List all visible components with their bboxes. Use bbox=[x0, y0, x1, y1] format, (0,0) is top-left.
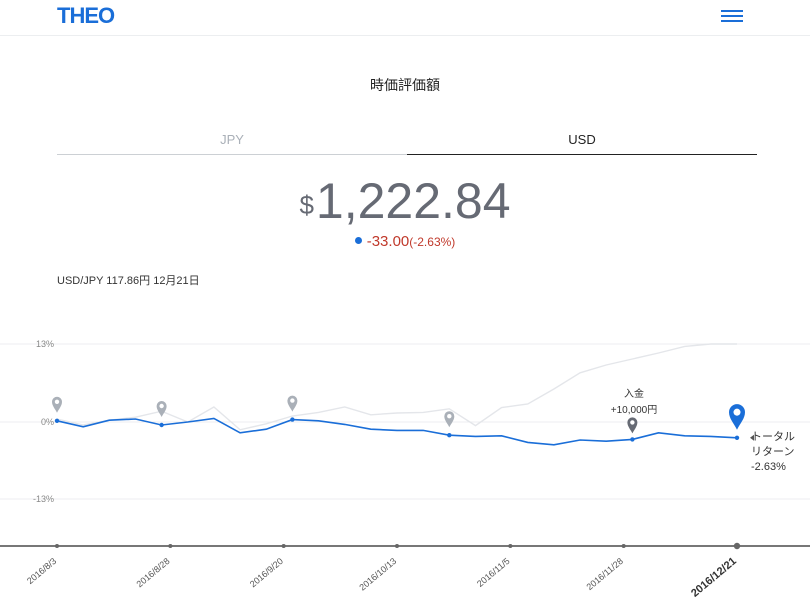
x-tick-label: 2016/10/13 bbox=[357, 556, 398, 593]
currency-symbol: $ bbox=[299, 190, 314, 220]
event-point bbox=[159, 422, 164, 428]
tab-usd[interactable]: USD bbox=[407, 128, 757, 155]
exchange-rate: USD/JPY 117.86円 12月21日 bbox=[57, 275, 200, 287]
deposit-label: 入金 bbox=[624, 387, 644, 400]
market-value-amount: 1,222.84 bbox=[315, 173, 511, 229]
series-layer bbox=[56, 343, 738, 446]
x-tick-dot bbox=[621, 544, 626, 548]
total-return-value: -2.63% bbox=[751, 461, 786, 473]
theo-logo[interactable]: THEO bbox=[57, 3, 115, 28]
deposit-point bbox=[630, 437, 635, 442]
x-tick-label: 2016/8/28 bbox=[135, 556, 172, 589]
x-tick-dot bbox=[395, 544, 399, 548]
value-change: -33.00(-2.63%) bbox=[0, 233, 810, 250]
x-tick-dot bbox=[55, 544, 59, 548]
deposit-amount: +10,000円 bbox=[611, 405, 657, 416]
hamburger-menu-icon[interactable] bbox=[721, 9, 743, 23]
x-tick-dot bbox=[281, 544, 286, 548]
change-percent: (-2.63%) bbox=[409, 235, 456, 249]
event-point bbox=[290, 417, 295, 422]
performance-chart: 13% 0% -13% 入金 +10,000円 トータル リターン -2.63%… bbox=[0, 339, 810, 600]
currency-tabs: JPY USD bbox=[57, 128, 757, 155]
x-tick-label: 2016/12/21 bbox=[689, 555, 739, 600]
pointer-triangle-icon bbox=[750, 434, 754, 441]
x-tick-dot bbox=[733, 542, 741, 550]
x-tick-label: 2016/11/28 bbox=[585, 556, 625, 592]
y-tick-label: 0% bbox=[41, 417, 54, 427]
event-point bbox=[54, 418, 60, 423]
event-pin-icon[interactable] bbox=[444, 411, 455, 428]
event-pin-icon[interactable] bbox=[287, 395, 298, 412]
marker-layer bbox=[52, 395, 754, 442]
x-tick-dot bbox=[508, 544, 513, 548]
tab-jpy[interactable]: JPY bbox=[57, 128, 407, 155]
event-pin-icon[interactable] bbox=[156, 401, 167, 417]
portfolio-series-line bbox=[56, 417, 738, 446]
benchmark-series-line bbox=[56, 343, 737, 431]
deposit-pin-icon[interactable] bbox=[627, 417, 638, 434]
x-tick-label: 2016/8/3 bbox=[25, 556, 58, 586]
event-pin-icon[interactable] bbox=[52, 396, 62, 413]
event-point bbox=[447, 433, 452, 438]
x-tick-label: 2016/11/5 bbox=[475, 556, 512, 589]
x-tick-dot bbox=[168, 544, 173, 548]
current-pin-icon[interactable] bbox=[729, 404, 745, 430]
current-point bbox=[734, 435, 740, 440]
x-tick-label: 2016/9/20 bbox=[248, 556, 285, 589]
total-return-label-1: トータル bbox=[751, 430, 795, 443]
change-dot-icon bbox=[354, 237, 362, 244]
x-tick-layer: 2016/8/3 2016/8/28 2016/9/20 2016/10/13 2016… bbox=[25, 542, 741, 600]
y-tick-label: 13% bbox=[36, 339, 54, 349]
total-return-label-2: リターン bbox=[751, 445, 794, 458]
page-title: 時価評価額 bbox=[370, 77, 440, 93]
app-header: THEO bbox=[0, 0, 810, 36]
change-amount: -33.00 bbox=[366, 233, 410, 250]
market-value: $1,222.84 bbox=[0, 172, 810, 230]
y-tick-label: -13% bbox=[33, 494, 54, 504]
